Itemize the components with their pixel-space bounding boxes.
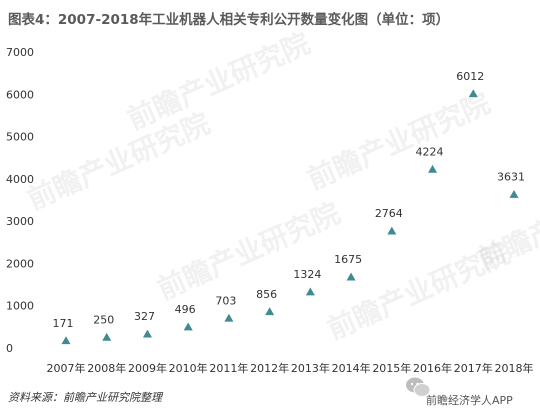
y-tick-label: 6000	[6, 88, 34, 101]
y-tick-label: 2000	[6, 257, 34, 270]
data-label: 496	[175, 303, 196, 316]
data-point	[224, 313, 234, 322]
y-axis-ticks: 0 1000 2000 3000 4000 5000 6000 7000	[6, 46, 34, 355]
y-tick-label: 4000	[6, 173, 34, 186]
data-label: 3631	[497, 170, 525, 183]
data-point	[346, 272, 356, 281]
x-tick-label: 2014年	[332, 361, 371, 375]
y-tick-label: 5000	[6, 131, 34, 144]
data-point	[102, 332, 112, 341]
y-tick-label: 0	[6, 342, 13, 355]
data-label: 250	[93, 313, 114, 326]
data-label: 2764	[375, 207, 403, 220]
data-point	[387, 226, 397, 235]
data-point	[265, 307, 275, 316]
data-point	[468, 89, 478, 98]
x-tick-label: 2008年	[87, 361, 126, 375]
x-tick-label: 2013年	[291, 361, 330, 375]
data-point	[61, 336, 71, 345]
source-note: 资料来源：前瞻产业研究院整理	[8, 391, 162, 404]
data-label: 856	[256, 288, 277, 301]
data-point	[183, 322, 193, 331]
x-tick-label: 2009年	[128, 361, 167, 375]
y-tick-label: 3000	[6, 215, 34, 228]
data-point	[509, 189, 519, 198]
chart-title: 图表4：2007-2018年工业机器人相关专利公开数量变化图（单位：项）	[8, 12, 450, 28]
data-label: 327	[134, 310, 155, 323]
data-label: 6012	[456, 70, 484, 83]
brand-label: 前瞻经济学人APP	[426, 394, 513, 407]
data-label: 1324	[293, 268, 321, 281]
x-tick-label: 2010年	[169, 361, 208, 375]
x-tick-label: 2007年	[47, 361, 86, 375]
x-tick-label: 2011年	[209, 361, 248, 375]
data-label: 1675	[334, 253, 362, 266]
data-point	[428, 164, 438, 173]
wechat-icon	[406, 377, 431, 397]
x-tick-label: 2017年	[454, 361, 493, 375]
x-axis-ticks: 2007年 2008年 2009年 2010年 2011年 2012年 2013年 2014年…	[47, 361, 534, 375]
data-label: 4224	[416, 145, 444, 158]
data-label: 171	[53, 317, 74, 330]
y-tick-label: 1000	[6, 300, 34, 313]
data-label: 703	[215, 294, 236, 307]
data-markers	[61, 89, 519, 345]
data-labels: 171 250 327 496 703 856 1324 1675 2764 4224 6012 36…	[53, 70, 526, 330]
x-tick-label: 2012年	[250, 361, 289, 375]
y-tick-label: 7000	[6, 46, 34, 59]
x-tick-label: 2016年	[413, 361, 452, 375]
data-point	[305, 287, 315, 296]
data-point	[142, 329, 152, 338]
x-tick-label: 2015年	[372, 361, 411, 375]
x-tick-label: 2018年	[495, 361, 534, 375]
